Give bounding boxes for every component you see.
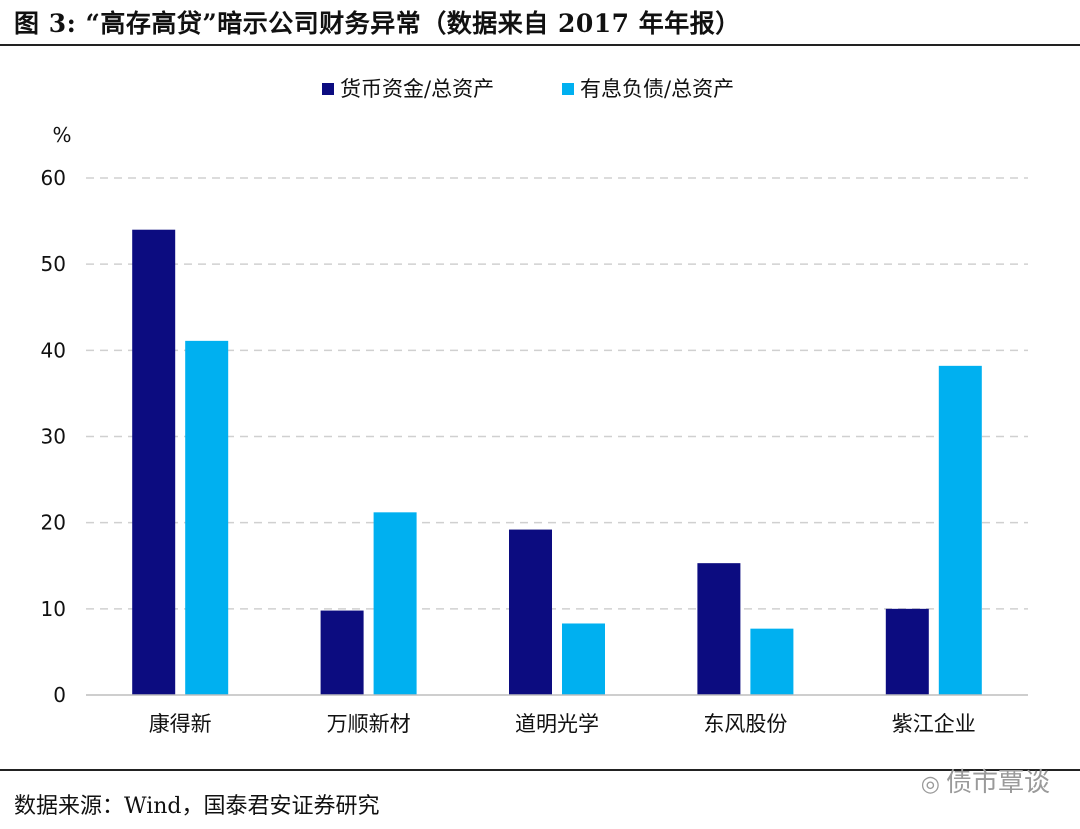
- y-gridlines: [86, 177, 1028, 610]
- watermark: ◎ 债市覃谈: [921, 762, 1050, 799]
- bar-cash-ratio: [885, 608, 929, 695]
- y-tick-label: 40: [41, 338, 66, 362]
- bar-cash-ratio: [132, 229, 176, 695]
- wechat-icon: ◎: [920, 772, 940, 797]
- x-tick-label: 东风股份: [703, 712, 787, 736]
- data-source-note: 数据来源：Wind，国泰君安证券研究: [14, 794, 380, 819]
- y-tick-label: 10: [41, 597, 66, 621]
- y-axis-unit-label: %: [52, 123, 71, 147]
- x-tick-label: 紫江企业: [892, 712, 976, 736]
- footer-divider: [0, 769, 1080, 771]
- legend-label: 有息负债/总资产: [580, 77, 734, 101]
- bar-cash-ratio: [697, 563, 741, 695]
- x-tick-labels: 康得新 万顺新材 道明光学 东风股份 紫江企业: [149, 712, 976, 736]
- bar-cash-ratio: [320, 610, 364, 695]
- bar-debt-ratio: [750, 628, 794, 695]
- chart-legend: 货币资金/总资产 有息负债/总资产: [322, 77, 734, 101]
- y-tick-label: 50: [41, 252, 66, 276]
- title-divider: [0, 44, 1080, 46]
- watermark-text: 债市覃谈: [945, 768, 1050, 798]
- bar-series: [132, 229, 982, 695]
- legend-swatch: [322, 83, 334, 95]
- y-tick-label: 0: [53, 683, 66, 707]
- bar-debt-ratio: [562, 623, 605, 695]
- bar-chart: 货币资金/总资产 有息负债/总资产 % 0 10 20 30 40 50 60 康得新 万顺新材…: [41, 77, 1028, 736]
- y-tick-labels: 0 10 20 30 40 50 60: [41, 166, 66, 707]
- y-tick-label: 60: [41, 166, 66, 190]
- bar-cash-ratio: [509, 529, 552, 695]
- y-tick-label: 20: [41, 511, 66, 535]
- figure-title: 图 3: “高存高贷”暗示公司财务异常（数据来自 2017 年年报）: [14, 9, 741, 38]
- legend-label: 货币资金/总资产: [340, 77, 494, 101]
- x-tick-label: 万顺新材: [327, 712, 411, 736]
- x-tick-label: 康得新: [149, 712, 212, 736]
- bar-debt-ratio: [185, 340, 229, 695]
- legend-swatch: [562, 83, 574, 95]
- x-tick-label: 道明光学: [515, 712, 599, 736]
- bar-debt-ratio: [938, 365, 982, 695]
- bar-debt-ratio: [373, 512, 417, 695]
- y-tick-label: 30: [41, 425, 66, 449]
